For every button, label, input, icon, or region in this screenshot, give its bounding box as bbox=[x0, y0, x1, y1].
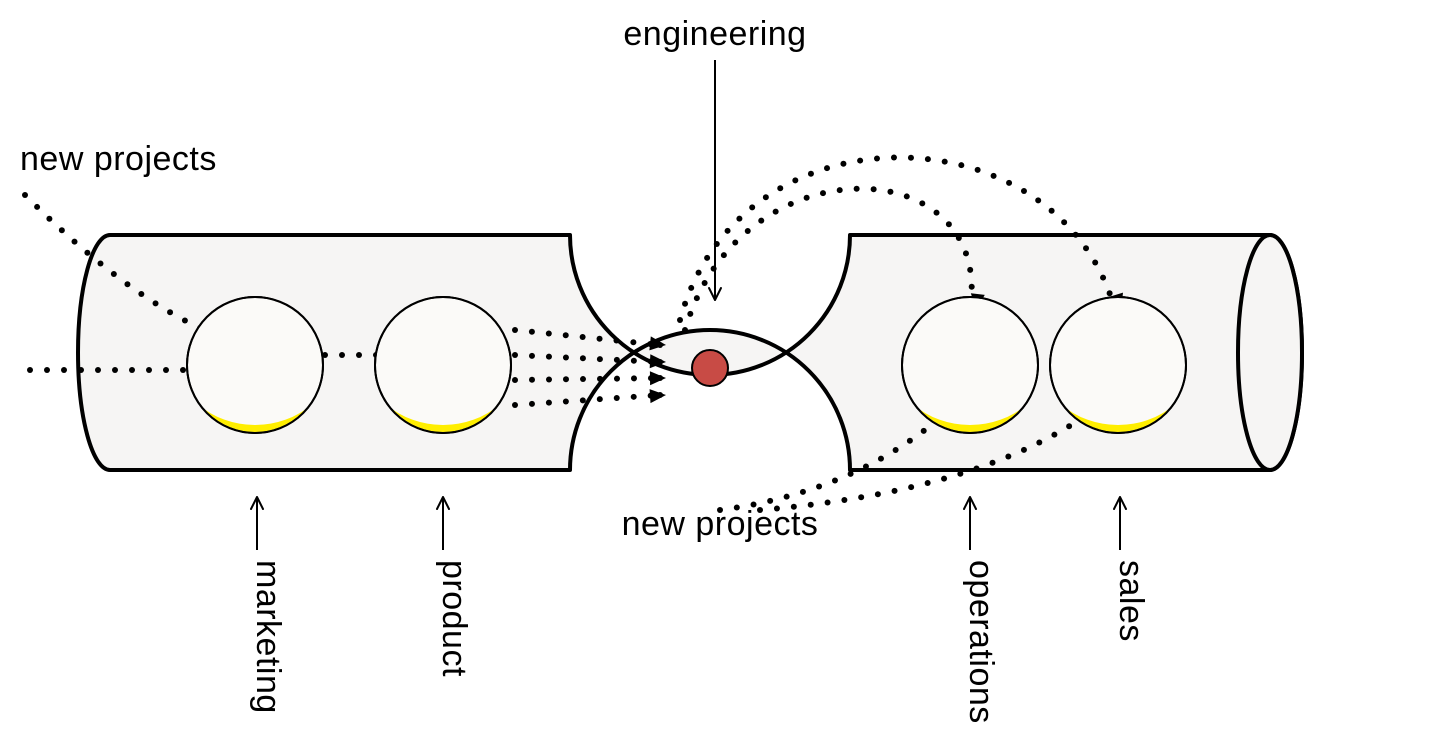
pointer-operations bbox=[964, 497, 976, 550]
label-operations: operations bbox=[962, 560, 1000, 724]
label-new-projects-left: new projects bbox=[20, 140, 217, 178]
circle-operations bbox=[902, 297, 1038, 433]
pointer-marketing bbox=[251, 497, 263, 550]
pointer-engineering bbox=[709, 60, 721, 300]
circle-product bbox=[375, 297, 511, 433]
circle-marketing bbox=[187, 297, 323, 433]
circle-sales bbox=[1050, 297, 1186, 433]
label-sales: sales bbox=[1112, 560, 1150, 642]
diagram-canvas: engineering new projects new projects marke… bbox=[0, 0, 1440, 754]
label-engineering: engineering bbox=[623, 15, 806, 53]
label-new-projects-bottom: new projects bbox=[622, 505, 819, 543]
pointer-product bbox=[437, 497, 449, 550]
bottleneck-dot bbox=[692, 350, 728, 386]
label-marketing: marketing bbox=[249, 560, 287, 714]
pointer-sales bbox=[1114, 497, 1126, 550]
pipe-endcap-right bbox=[1238, 235, 1302, 470]
label-product: product bbox=[435, 560, 473, 677]
